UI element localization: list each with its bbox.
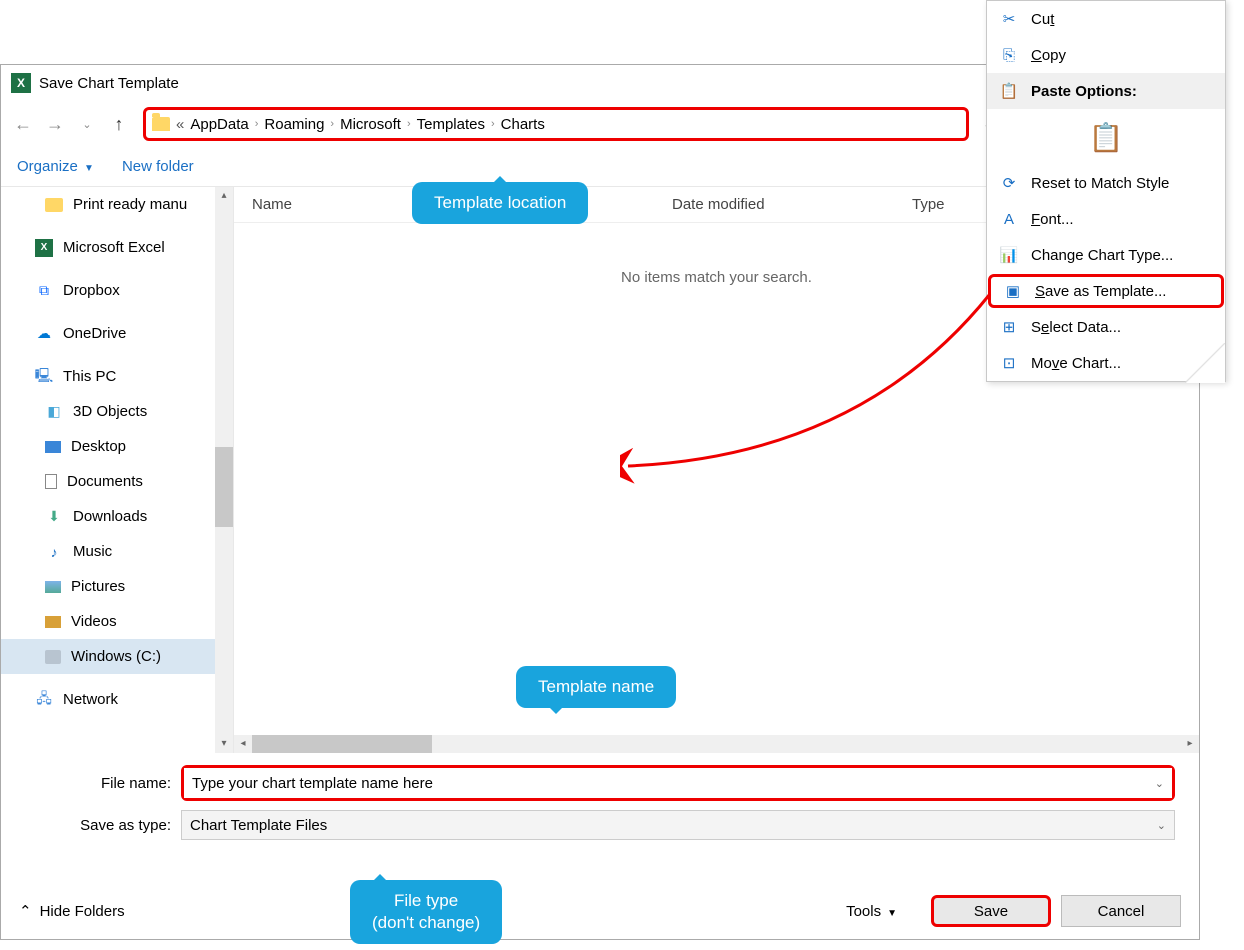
sidebar-item[interactable]: ◧3D Objects [1, 394, 233, 429]
sidebar-item[interactable]: Print ready manu [1, 187, 233, 222]
savetype-label: Save as type: [61, 817, 181, 834]
context-menu-item[interactable]: ✂Cut [987, 1, 1225, 37]
chevron-up-icon: ⌃ [19, 902, 32, 920]
chevron-icon: › [255, 118, 259, 130]
breadcrumb-ellipsis: « [176, 116, 184, 133]
context-menu-item[interactable]: ⎘Copy [987, 37, 1225, 73]
filename-value: Type your chart template name here [192, 775, 433, 792]
context-menu-item[interactable]: ⟳Reset to Match Style [987, 165, 1225, 201]
sidebar-item[interactable]: Pictures [1, 569, 233, 604]
organize-button[interactable]: Organize ▼ [17, 158, 94, 175]
savetype-value: Chart Template Files [190, 817, 327, 834]
callout-file-type: File type(don't change) [350, 880, 502, 944]
callout-template-location: Template location [412, 182, 588, 224]
sidebar-item[interactable]: ⧉Dropbox [1, 273, 233, 308]
folder-icon [152, 117, 170, 131]
excel-icon [11, 73, 31, 93]
sidebar-item[interactable]: ☁OneDrive [1, 316, 233, 351]
sidebar-item[interactable]: Videos [1, 604, 233, 639]
filename-label: File name: [61, 775, 181, 792]
context-menu-item[interactable]: AFont... [987, 201, 1225, 237]
context-menu-item: 📋Paste Options: [987, 73, 1225, 109]
breadcrumb[interactable]: « AppData › Roaming › Microsoft › Templa… [143, 107, 969, 141]
callout-template-name: Template name [516, 666, 676, 708]
bc-1[interactable]: Roaming [264, 116, 324, 133]
new-folder-button[interactable]: New folder [122, 158, 194, 175]
dropdown-icon[interactable]: ⌄ [1157, 819, 1166, 832]
sidebar-item[interactable]: Documents [1, 464, 233, 499]
scroll-right-icon[interactable]: ▸ [1181, 735, 1199, 753]
filename-input[interactable]: Type your chart template name here ⌄ [184, 768, 1172, 798]
paste-option-button[interactable]: 📋 [987, 109, 1225, 165]
context-menu: ✂Cut⎘Copy📋Paste Options:📋⟳Reset to Match… [986, 0, 1226, 382]
scroll-left-icon[interactable]: ◂ [234, 735, 252, 753]
save-button[interactable]: Save [931, 895, 1051, 927]
cancel-button[interactable]: Cancel [1061, 895, 1181, 927]
hscroll-thumb[interactable] [252, 735, 432, 753]
up-button[interactable]: ↑ [105, 110, 133, 138]
sidebar-item[interactable]: Desktop [1, 429, 233, 464]
dialog-title: Save Chart Template [39, 75, 179, 92]
bc-2[interactable]: Microsoft [340, 116, 401, 133]
sidebar-item[interactable]: XMicrosoft Excel [1, 230, 233, 265]
savetype-select[interactable]: Chart Template Files ⌄ [181, 810, 1175, 840]
hide-folders-label: Hide Folders [40, 903, 125, 920]
page-curl-decoration [1185, 343, 1225, 383]
bc-0[interactable]: AppData [190, 116, 248, 133]
context-menu-item[interactable]: ⊞Select Data... [987, 309, 1225, 345]
col-date[interactable]: Date modified [654, 196, 894, 213]
tools-button[interactable]: Tools▼ [846, 903, 897, 920]
bc-3[interactable]: Templates [417, 116, 485, 133]
sidebar: Print ready manu XMicrosoft Excel ⧉Dropbox… [1, 187, 233, 753]
sidebar-scrollbar[interactable]: ▴ ▾ [215, 187, 233, 753]
context-menu-item[interactable]: ▣Save as Template... [988, 274, 1224, 308]
forward-button[interactable]: → [41, 110, 69, 138]
recent-dropdown[interactable]: ⌄ [73, 110, 101, 138]
dropdown-icon[interactable]: ⌄ [1155, 777, 1164, 790]
context-menu-item[interactable]: 📊Change Chart Type... [987, 237, 1225, 273]
sidebar-item[interactable]: ⬇Downloads [1, 499, 233, 534]
back-button[interactable]: ← [9, 110, 37, 138]
sidebar-item[interactable]: 🖧Network [1, 682, 233, 717]
horizontal-scrollbar[interactable]: ◂ ▸ [234, 735, 1199, 753]
col-type[interactable]: Type [894, 196, 963, 213]
fields: File name: Type your chart template name… [1, 753, 1199, 843]
scroll-up-icon[interactable]: ▴ [215, 187, 233, 205]
footer: ⌃ Hide Folders Tools▼ Save Cancel [1, 883, 1199, 939]
hide-folders-button[interactable]: ⌃ Hide Folders [19, 902, 125, 920]
scroll-thumb[interactable] [215, 447, 233, 527]
sidebar-item[interactable]: ♪Music [1, 534, 233, 569]
sidebar-item[interactable]: 🖳This PC [1, 359, 233, 394]
scroll-down-icon[interactable]: ▾ [215, 735, 233, 753]
chevron-icon: › [330, 118, 334, 130]
chevron-icon: › [491, 118, 495, 130]
bc-4[interactable]: Charts [501, 116, 545, 133]
chevron-icon: › [407, 118, 411, 130]
sidebar-item[interactable]: Windows (C:) [1, 639, 233, 674]
